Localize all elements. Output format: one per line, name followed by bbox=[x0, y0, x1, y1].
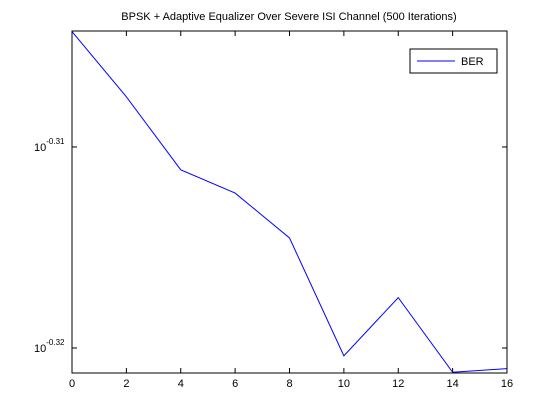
x-tick-label: 16 bbox=[501, 378, 513, 390]
y-tick-label: 10-0.31 bbox=[34, 137, 65, 154]
axes-box bbox=[71, 30, 508, 374]
data-line bbox=[71, 31, 508, 373]
x-tick-label: 6 bbox=[232, 378, 238, 390]
y-tick-exponent: -0.32 bbox=[46, 338, 65, 347]
plot-area bbox=[72, 31, 507, 373]
y-tick-exponent: -0.31 bbox=[46, 137, 65, 146]
x-tick-label: 0 bbox=[69, 378, 75, 390]
y-tick-label: 10-0.32 bbox=[34, 338, 65, 355]
legend-label: BER bbox=[461, 56, 484, 68]
y-tick-base: 10 bbox=[34, 343, 46, 355]
x-tick-label: 14 bbox=[447, 378, 459, 390]
x-tick-label: 4 bbox=[178, 378, 184, 390]
chart-title: BPSK + Adaptive Equalizer Over Severe IS… bbox=[121, 11, 456, 23]
x-tick-label: 8 bbox=[286, 378, 292, 390]
x-tick-label: 2 bbox=[123, 378, 129, 390]
x-tick-label: 12 bbox=[392, 378, 404, 390]
x-tick-label: 10 bbox=[338, 378, 350, 390]
y-tick-base: 10 bbox=[34, 142, 46, 154]
